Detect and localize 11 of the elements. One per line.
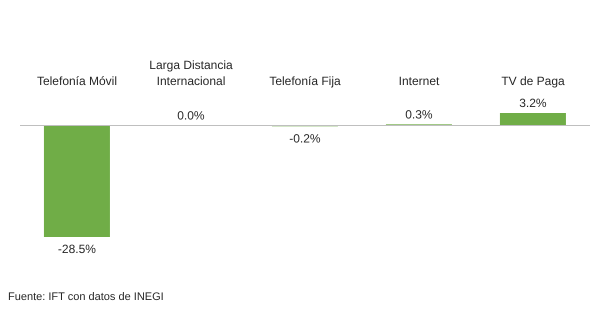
x-tick-label: Larga Distancia Internacional — [149, 58, 234, 88]
data-label: 0.0% — [177, 108, 205, 123]
data-label: 3.2% — [519, 96, 547, 110]
data-label: 0.3% — [405, 107, 433, 122]
data-label: -28.5% — [58, 242, 96, 256]
x-tick-label: Telefonía Móvil — [36, 74, 118, 88]
x-tick-label: TV de Paga — [501, 74, 566, 88]
x-tick-label: Internet — [398, 74, 440, 88]
x-tick-label: Telefonía Fija — [269, 74, 342, 88]
source-note: Fuente: IFT con datos de INEGI — [8, 290, 165, 304]
data-label: -0.2% — [289, 131, 321, 146]
